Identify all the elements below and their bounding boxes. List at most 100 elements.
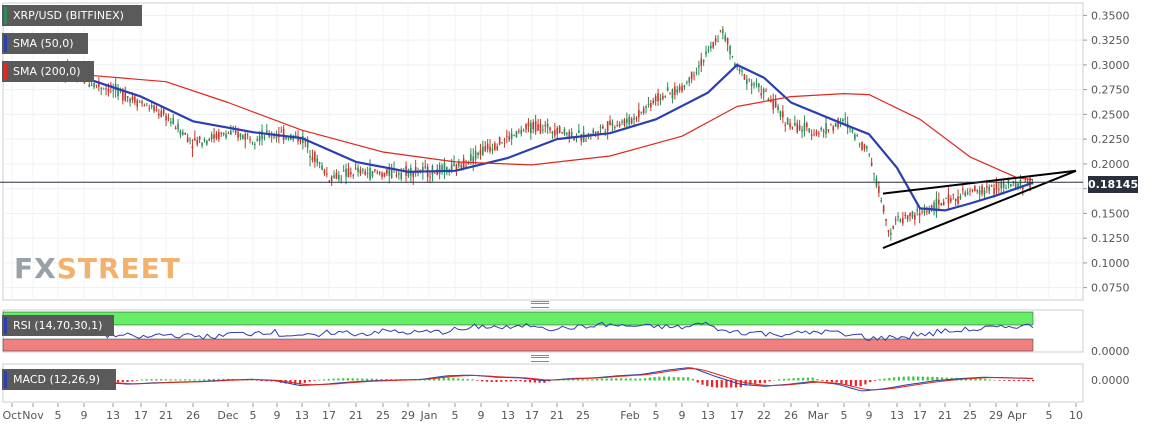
candle-body (729, 46, 731, 55)
candle-body (148, 108, 151, 110)
time-tick-label: 9 (81, 409, 88, 422)
candle-body (414, 166, 417, 173)
time-tick-label: 13 (890, 409, 904, 422)
sma200-legend[interactable]: SMA (200,0) (2, 61, 94, 82)
macd-histogram-bar (893, 377, 896, 381)
macd-histogram-bar (811, 377, 814, 381)
candle-body (371, 171, 374, 177)
candle-body (1007, 178, 1010, 184)
time-axis: Oct Nov 5 9 13 17 21 26 Dec 5 9 13 17 21 25 29 Jan 5 9 13 17… (2, 403, 1083, 422)
candle-body (220, 132, 223, 134)
candle-body (213, 134, 215, 139)
candle-body (304, 141, 307, 143)
candle-body (114, 83, 117, 91)
rsi-panel: 0.0000 (2, 309, 1130, 358)
candle-body (731, 56, 734, 57)
candle-body (251, 142, 254, 144)
time-tick-label: 17 (525, 409, 539, 422)
candle-body (830, 124, 832, 126)
candle-body (614, 127, 616, 129)
macd-histogram-bar (481, 380, 484, 382)
macd-histogram-bar (318, 379, 321, 381)
candle-body (801, 129, 803, 132)
macd-histogram-bar (433, 377, 436, 381)
macd-histogram-bar (902, 376, 905, 381)
candle-body (878, 186, 880, 193)
price-tick-label: 0.1500 (1091, 207, 1130, 220)
candle-body (496, 146, 499, 150)
candle-body (976, 189, 979, 192)
candle-body (719, 30, 722, 32)
candle-body (518, 130, 520, 132)
macd-histogram-bar (974, 378, 977, 381)
macd-histogram-bar (342, 378, 345, 381)
candle-body (921, 211, 923, 213)
macd-histogram-bar (1017, 380, 1020, 382)
price-grid (2, 2, 1084, 301)
candle-body (938, 199, 940, 205)
macd-histogram-bar (931, 376, 934, 381)
candle-body (626, 118, 628, 123)
macd-histogram-bar (303, 380, 306, 383)
candle-body (446, 167, 448, 173)
macd-histogram-bar (207, 379, 211, 381)
sma50-legend-label: SMA (50,0) (13, 37, 74, 50)
macd-histogram-bar (370, 378, 374, 381)
macd-resize-handle[interactable] (531, 355, 549, 362)
candle-body (489, 146, 491, 152)
candle-body (350, 172, 352, 175)
candle-body (381, 173, 383, 177)
candle-body (174, 127, 177, 130)
time-tick-label: 26 (784, 409, 798, 422)
time-tick-label: 13 (295, 409, 309, 422)
candle-body (129, 98, 131, 103)
candle-body (244, 134, 247, 140)
pair-legend[interactable]: XRP/USD (BITFINEX) (2, 5, 142, 26)
macd-histogram-bar (610, 378, 613, 381)
candle-body (657, 92, 659, 102)
rsi-legend[interactable]: RSI (14,70,30,1) (2, 315, 114, 336)
candle-body (789, 122, 791, 128)
candle-body (786, 118, 789, 125)
macd-histogram-bar (308, 380, 311, 382)
candle-body (280, 131, 283, 133)
candle-body (263, 136, 266, 138)
candle-body (158, 113, 160, 116)
candle-body (556, 128, 559, 134)
macd-histogram-bar (447, 377, 450, 381)
macd-histogram-bar (926, 376, 929, 381)
candle-body (390, 169, 393, 179)
candle-body (604, 131, 607, 133)
candle-body (150, 105, 153, 108)
pair-legend-label: XRP/USD (BITFINEX) (13, 9, 124, 22)
candle-body (767, 98, 770, 102)
candle-body (90, 84, 93, 86)
time-tick-label: 5 (1046, 409, 1053, 422)
candle-body (815, 131, 818, 135)
macd-histogram-bar (663, 376, 666, 381)
price-tick-label: 0.3500 (1091, 9, 1130, 22)
macd-histogram-bar (1022, 380, 1025, 382)
macd-histogram-bar (524, 380, 527, 382)
rsi-resize-handle[interactable] (531, 301, 549, 308)
candle-body (702, 59, 705, 62)
candle-body (724, 35, 727, 41)
macd-histogram-bar (375, 378, 378, 381)
candle-body (717, 41, 719, 43)
candle-body (602, 126, 604, 129)
candle-body (662, 95, 664, 99)
sma50-legend[interactable]: SMA (50,0) (2, 33, 88, 54)
candle-body (359, 169, 362, 174)
candle-body (842, 119, 844, 122)
candle-body (820, 127, 823, 130)
time-tick-label: 25 (963, 409, 977, 422)
candle-body (136, 99, 139, 107)
macd-histogram-bar (1032, 380, 1035, 382)
macd-legend[interactable]: MACD (12,26,9) (2, 369, 116, 390)
macd-frame (2, 363, 1084, 403)
macd-histogram-bar (821, 380, 824, 381)
macd-histogram-bar (203, 379, 206, 381)
time-tick-label: 13 (106, 409, 120, 422)
macd-histogram-bar (859, 380, 862, 387)
candle-body (854, 134, 856, 140)
